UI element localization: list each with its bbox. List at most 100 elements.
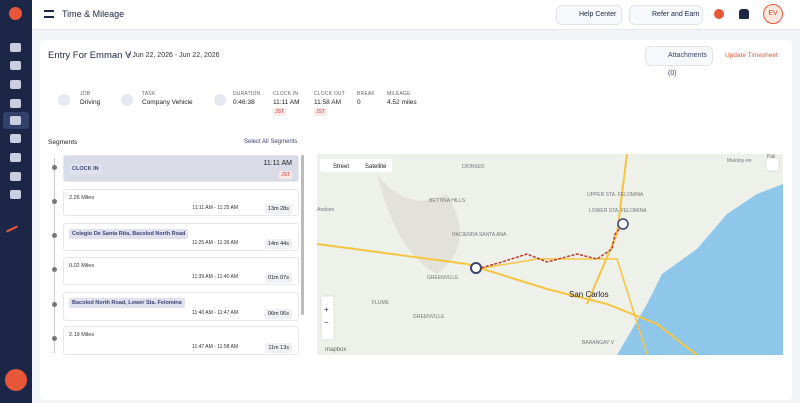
summary-label: CLOCK OUT: [314, 91, 345, 97]
segment[interactable]: 2.26 Miles 11:11 AM - 11:25 AM 13m 28s: [63, 189, 299, 216]
nav-icon[interactable]: [10, 134, 21, 143]
map-road: [317, 243, 698, 355]
entry-title: Entry For Emman V: [48, 50, 132, 61]
timeline-dot: [52, 199, 57, 204]
segment-time: 11:11 AM - 11:25 AM: [192, 205, 238, 211]
segment-duration: 14m 44s: [264, 239, 292, 249]
nav-trend[interactable]: [6, 225, 18, 233]
segment-tag: JST: [279, 171, 292, 179]
entry-dates: • Jun 22, 2026 - Jun 22, 2026: [128, 52, 220, 59]
scrollbar[interactable]: [301, 155, 304, 315]
map-water: [617, 184, 783, 355]
segment-duration: 06m 06s: [264, 309, 292, 319]
segments-title: Segments: [48, 139, 78, 146]
summary-label: TASK: [142, 91, 156, 97]
map-label: Andoon: [317, 207, 334, 213]
map-route: [476, 225, 623, 270]
summary-value: Company Vehicle: [142, 99, 193, 106]
timeline-dot: [52, 165, 57, 170]
nav-icon[interactable]: [10, 99, 21, 108]
map-terrain: [377, 174, 460, 274]
summary-value: 11:58 AM: [314, 99, 341, 106]
segment[interactable]: Bacolod North Road, Lower Sta. Felomina 1…: [63, 292, 299, 321]
nav-icon[interactable]: [10, 153, 21, 162]
avatar[interactable]: EV: [763, 4, 783, 24]
nav-icon[interactable]: [10, 80, 21, 89]
page-title: Time & Mileage: [62, 9, 125, 19]
map-end-pin[interactable]: [617, 218, 629, 230]
segment-title: 2.26 Miles: [69, 195, 95, 201]
summary-label: CLOCK IN: [273, 91, 299, 97]
summary-label: BREAK: [357, 91, 375, 97]
map-label: San Carlos: [569, 290, 609, 299]
map-label: GREENVILLE: [413, 314, 445, 320]
map-label: BARANGAY V: [582, 340, 615, 346]
segment[interactable]: Colegio De Santa Rita, Bacolod North Roa…: [63, 223, 299, 251]
segment-time: 11:25 AM - 11:39 AM: [192, 240, 238, 246]
nav-icon[interactable]: [10, 43, 21, 52]
timeline-dot: [52, 267, 57, 272]
map-tab: Satellite: [365, 164, 387, 170]
zoom-out: −: [324, 318, 329, 327]
chat-button[interactable]: [5, 369, 27, 391]
summary-tag: JST: [314, 108, 327, 116]
segment[interactable]: 2.19 Miles 11:47 AM - 11:58 AM 11m 13s: [63, 326, 299, 355]
segment-title: 0.02 Miles: [69, 263, 95, 269]
map-tab: Street: [333, 164, 349, 170]
refer-button[interactable]: Refer and Earn: [629, 5, 703, 25]
segment-time: 11:40 AM - 11:47 AM: [192, 310, 238, 316]
segment-title: 2.19 Miles: [69, 332, 95, 338]
segment-duration: 13m 28s: [264, 204, 292, 214]
map-road: [586, 154, 628, 305]
summary-tag: JST: [273, 108, 286, 116]
update-button[interactable]: Update Timesheet: [725, 52, 778, 59]
summary-value: 0: [357, 99, 361, 106]
map-label: DIONISIO: [462, 164, 485, 170]
map-road: [476, 258, 648, 355]
timeline-dot: [52, 233, 57, 238]
help-button[interactable]: Help Center: [556, 5, 622, 25]
summary-label: DURATION: [233, 91, 261, 97]
segment-chip: CLOCK IN: [69, 164, 102, 174]
summary-icon: [121, 94, 133, 106]
settings-icon[interactable]: [714, 9, 724, 19]
nav-icon[interactable]: [10, 61, 21, 70]
logo: [9, 7, 22, 20]
map-start-pin[interactable]: [470, 262, 482, 274]
summary-label: JOB: [80, 91, 91, 97]
segment[interactable]: CLOCK IN 11:11 AM JST: [63, 155, 299, 182]
summary-value: 11:11 AM: [273, 99, 300, 106]
segment-duration: 11m 13s: [265, 343, 292, 353]
map-label: LOWER STA. FELOMINA: [589, 208, 647, 214]
top-bar: Time & Mileage Help Center Refer and Ear…: [32, 0, 800, 30]
segment-time: 11:39 AM - 11:40 AM: [192, 274, 238, 280]
map-label: Pali: [767, 154, 775, 160]
nav-icon[interactable]: [10, 172, 21, 181]
select-all[interactable]: Select All Segments: [244, 139, 298, 145]
map-label: GREENVILLE: [427, 275, 459, 281]
summary-icon: [58, 94, 70, 106]
map-label: HACIENDA SANTA ANA: [452, 232, 507, 238]
zoom-in: +: [324, 305, 329, 314]
map-label: BETTINA HILLS: [429, 198, 466, 204]
segment-chip: Colegio De Santa Rita, Bacolod North Roa…: [69, 229, 189, 239]
segment[interactable]: 0.02 Miles 11:39 AM - 11:40 AM 01m 07s: [63, 257, 299, 285]
nav-icon[interactable]: [10, 116, 21, 125]
menu-toggle[interactable]: [44, 10, 54, 18]
attachments-button[interactable]: Attachments (0): [645, 46, 713, 77]
zoom-controls[interactable]: [320, 295, 335, 341]
bell-icon[interactable]: [739, 9, 749, 19]
timeline-dot: [52, 336, 57, 341]
map-tabs: [320, 159, 392, 172]
summary-label: MILEAGE: [387, 91, 411, 97]
timeline: [54, 158, 55, 353]
nav-icon[interactable]: [10, 190, 21, 199]
fullscreen[interactable]: [765, 157, 780, 172]
map[interactable]: Street Satellite Andoon DIONISIO BETTINA HIL…: [317, 154, 783, 355]
segment-chip: Bacolod North Road, Lower Sta. Felomina: [69, 298, 185, 308]
segment-time: 11:47 AM - 11:58 AM: [192, 344, 238, 350]
segment-duration: 01m 07s: [264, 273, 292, 283]
map-label: FLUME: [372, 300, 390, 306]
summary-value: 0:46:38: [233, 99, 255, 106]
